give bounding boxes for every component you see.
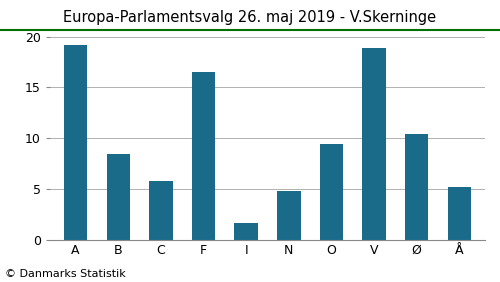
Bar (106, 155, 130, 240)
Text: © Danmarks Statistik: © Danmarks Statistik (5, 269, 126, 279)
Bar (192, 72, 216, 240)
Bar (448, 187, 471, 240)
Bar (405, 134, 428, 240)
Bar (320, 144, 343, 240)
Bar (277, 191, 300, 240)
Bar (64, 45, 88, 240)
Bar (362, 48, 386, 240)
Text: Europa-Parlamentsvalg 26. maj 2019 - V.Skerninge: Europa-Parlamentsvalg 26. maj 2019 - V.S… (64, 10, 436, 25)
Bar (234, 223, 258, 240)
Bar (149, 181, 172, 240)
